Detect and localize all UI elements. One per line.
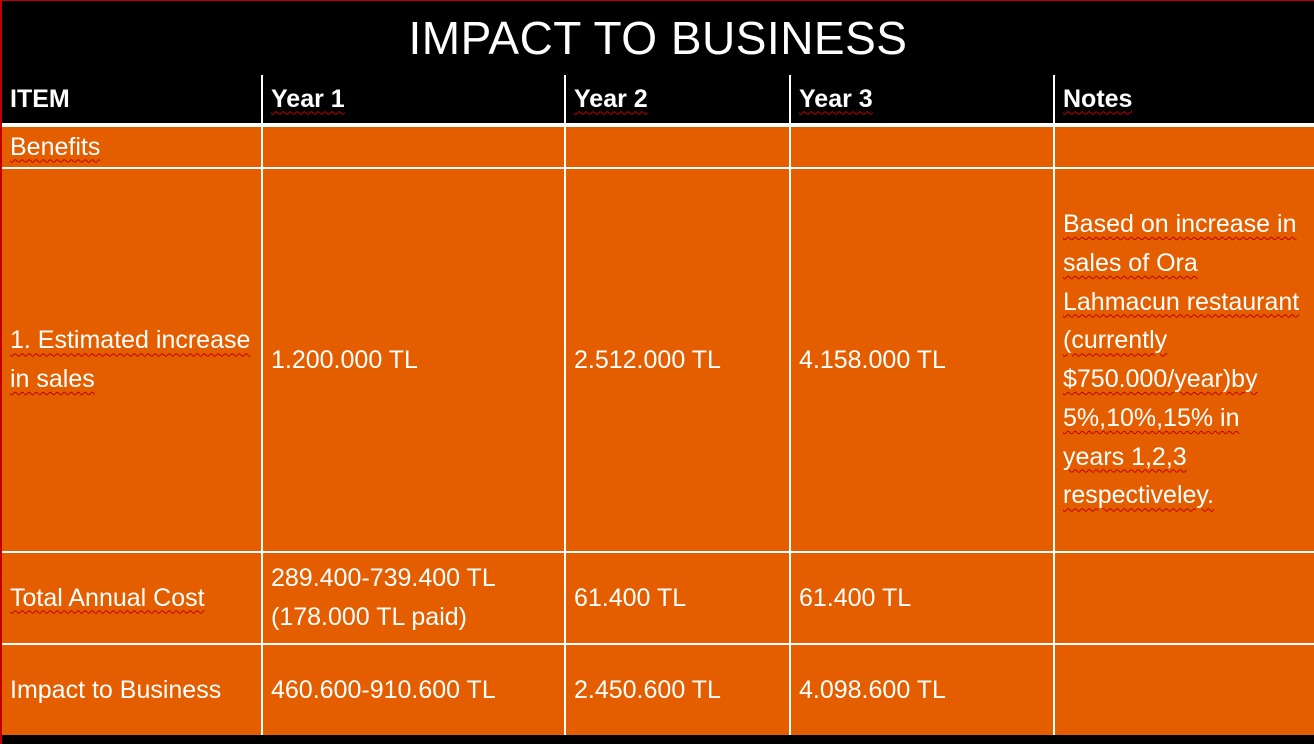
cell-year-1: [262, 125, 566, 169]
cell-item: Impact to Business: [2, 644, 263, 735]
column-header-year-3: Year 3: [790, 75, 1055, 127]
cell-notes: [1054, 552, 1314, 645]
cell-year-3: 61.400 TL: [790, 552, 1055, 645]
table-row: Benefits: [2, 125, 1314, 169]
column-header-year-1: Year 1: [262, 75, 566, 127]
cell-notes: Based on increase in sales of Ora Lahmac…: [1054, 168, 1314, 553]
impact-table: ITEM Year 1 Year 2 Year 3 Notes Benefits…: [2, 75, 1314, 735]
slide-title: IMPACT TO BUSINESS: [408, 12, 908, 64]
table-header-row: ITEM Year 1 Year 2 Year 3 Notes: [2, 75, 1314, 127]
cell-year-3: [790, 125, 1055, 169]
cell-year-2: 2.450.600 TL: [565, 644, 791, 735]
table-row: Total Annual Cost 289.400-739.400 TL (17…: [2, 552, 1314, 645]
cell-notes: [1054, 125, 1314, 169]
table-row: 1. Estimated increase in sales 1.200.000…: [2, 168, 1314, 553]
cell-year-3: 4.098.600 TL: [790, 644, 1055, 735]
cell-item: Total Annual Cost: [2, 552, 263, 645]
cell-year-2: [565, 125, 791, 169]
column-header-notes: Notes: [1054, 75, 1314, 127]
cell-notes: [1054, 644, 1314, 735]
cell-year-2: 61.400 TL: [565, 552, 791, 645]
cell-item: 1. Estimated increase in sales: [2, 168, 263, 553]
cell-year-2: 2.512.000 TL: [565, 168, 791, 553]
column-header-item: ITEM: [2, 75, 263, 127]
cell-year-3: 4.158.000 TL: [790, 168, 1055, 553]
column-header-year-2: Year 2: [565, 75, 791, 127]
table-row: Impact to Business 460.600-910.600 TL 2.…: [2, 644, 1314, 735]
cell-item: Benefits: [2, 125, 263, 169]
cell-year-1: 1.200.000 TL: [262, 168, 566, 553]
cell-year-1: 289.400-739.400 TL (178.000 TL paid): [262, 552, 566, 645]
cell-year-1: 460.600-910.600 TL: [262, 644, 566, 735]
